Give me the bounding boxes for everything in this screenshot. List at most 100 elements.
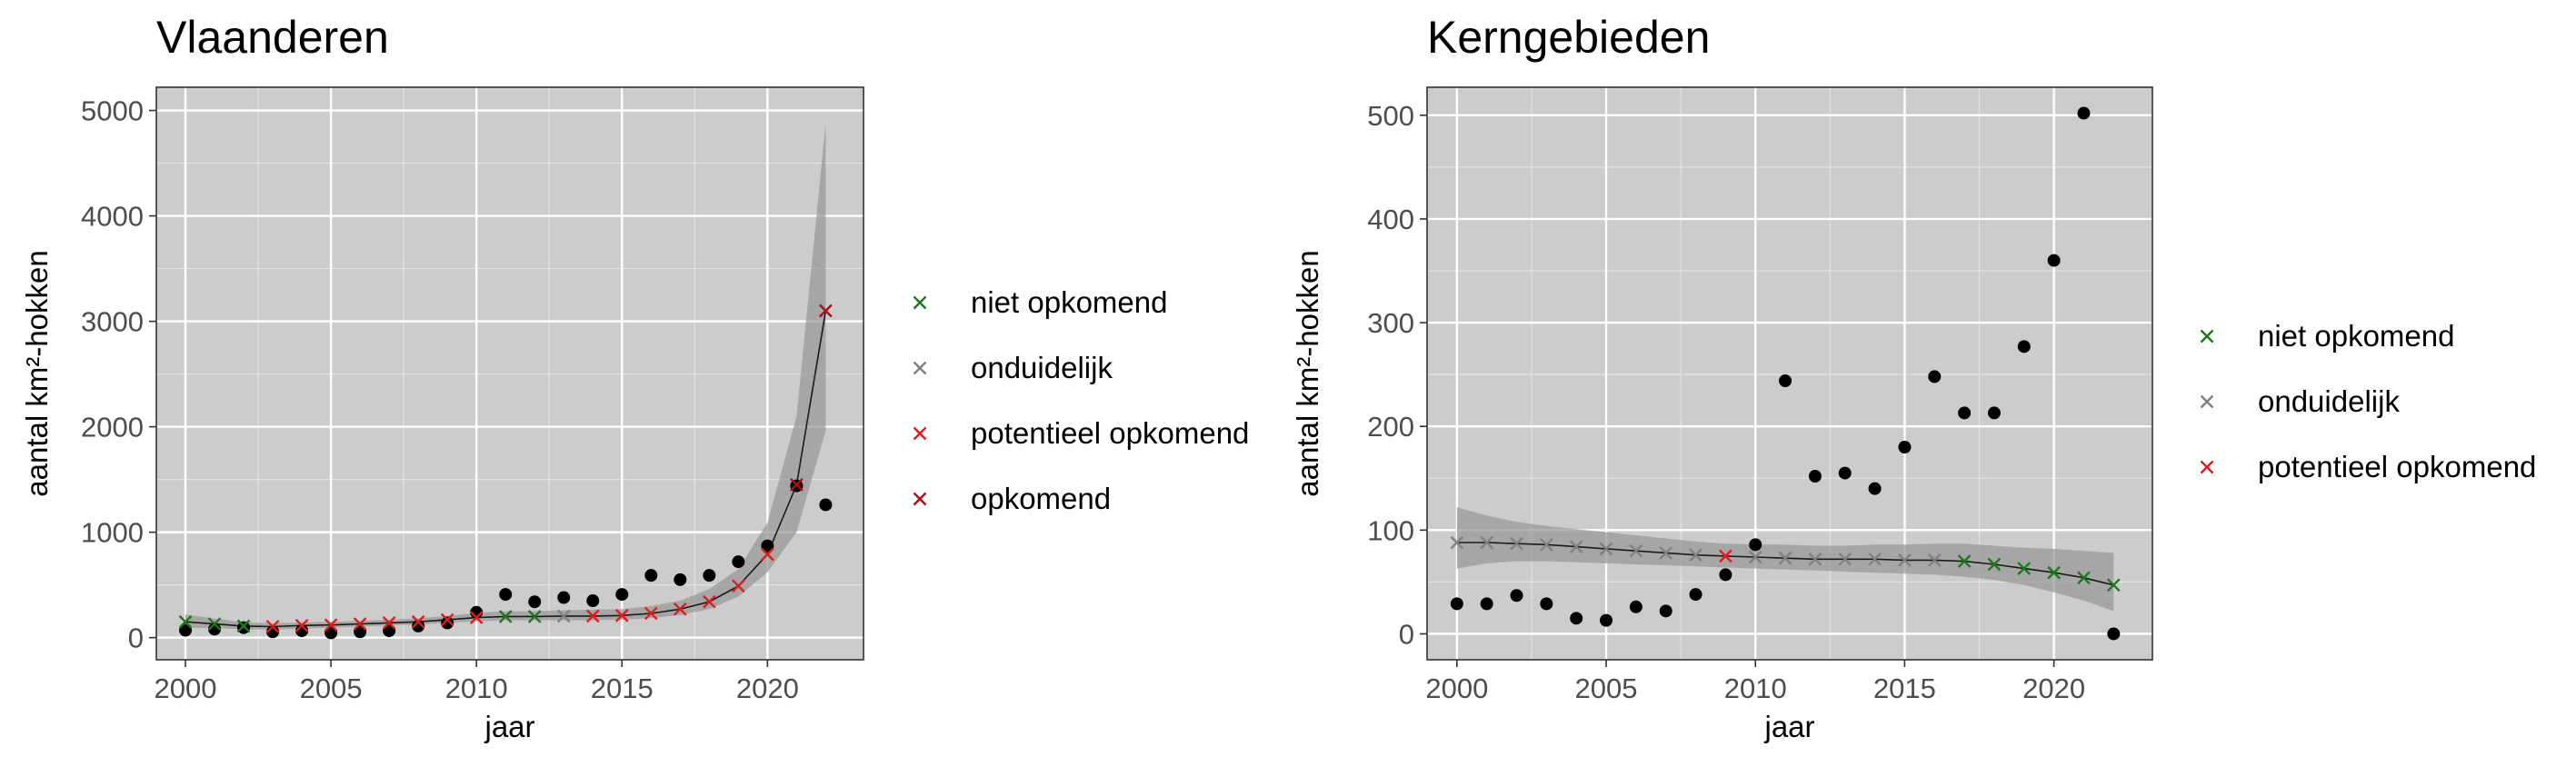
observed-point bbox=[1629, 600, 1642, 613]
x-axis-title: jaar bbox=[1763, 710, 1814, 743]
status-marker bbox=[1927, 553, 1942, 567]
y-tick-label: 3000 bbox=[81, 306, 144, 338]
status-marker bbox=[1689, 548, 1702, 563]
y-tick-label: 1000 bbox=[81, 517, 144, 549]
observed-point bbox=[586, 594, 600, 608]
status-marker bbox=[469, 611, 484, 624]
status-marker bbox=[1808, 552, 1822, 566]
observed-point bbox=[441, 616, 454, 630]
legend: niet opkomend onduidelijk potentieel opkom… bbox=[913, 285, 1249, 515]
observed-point bbox=[1958, 406, 1972, 420]
x-tick-label: 2015 bbox=[591, 672, 654, 704]
observed-point bbox=[237, 621, 251, 634]
status-marker bbox=[1957, 554, 1972, 568]
x-tick-label: 2010 bbox=[1724, 672, 1787, 704]
status-marker bbox=[2106, 578, 2121, 593]
status-marker bbox=[1778, 551, 1792, 565]
status-marker bbox=[2017, 562, 2032, 575]
legend-label: onduidelijk bbox=[2258, 384, 2400, 418]
y-axis-title: aantal km²-hokken bbox=[1291, 250, 1324, 496]
y-tick-label: 4000 bbox=[81, 201, 144, 233]
x-tick-label: 2005 bbox=[1575, 672, 1638, 704]
x-tick-label: 2020 bbox=[2022, 672, 2085, 704]
status-marker bbox=[673, 602, 687, 616]
observed-point bbox=[819, 498, 833, 512]
observed-point bbox=[674, 573, 687, 586]
legend-label: niet opkomend bbox=[2258, 319, 2454, 353]
status-marker bbox=[178, 614, 193, 629]
observed-point bbox=[1450, 597, 1463, 611]
y-tick-label: 200 bbox=[1367, 411, 1414, 443]
observed-point bbox=[703, 569, 716, 583]
observed-point bbox=[499, 588, 513, 602]
x-tick-label: 2020 bbox=[736, 672, 799, 704]
status-marker bbox=[382, 616, 396, 630]
status-marker bbox=[1540, 537, 1553, 552]
status-marker bbox=[760, 547, 774, 562]
status-marker bbox=[614, 608, 629, 623]
x-tick-label: 2010 bbox=[445, 672, 508, 704]
legend-marker bbox=[913, 426, 927, 441]
observed-point bbox=[2047, 254, 2061, 267]
observed-point bbox=[732, 555, 745, 569]
observed-point bbox=[1540, 597, 1553, 611]
y-tick-label: 2000 bbox=[81, 412, 144, 443]
status-marker bbox=[644, 606, 658, 621]
status-marker bbox=[1898, 553, 1912, 567]
observed-point bbox=[1779, 374, 1792, 387]
legend-marker bbox=[2200, 460, 2214, 474]
status-marker bbox=[1629, 543, 1643, 558]
status-marker bbox=[265, 620, 280, 633]
status-marker bbox=[207, 617, 222, 631]
observed-point bbox=[383, 624, 396, 638]
chart-panel-2: Kerngebieden 2000 2005 2010 2015 2020 0 100 200 3… bbox=[1291, 12, 2536, 743]
observed-point bbox=[1480, 597, 1493, 611]
legend-label: potentieel opkomend bbox=[971, 416, 1249, 450]
observed-point bbox=[1719, 568, 1732, 582]
observed-point bbox=[2077, 106, 2091, 120]
status-marker bbox=[1450, 535, 1464, 550]
observed-point bbox=[1898, 441, 1912, 454]
legend-marker bbox=[913, 492, 927, 506]
x-tick-label: 2000 bbox=[155, 672, 217, 704]
status-marker bbox=[1987, 557, 2002, 572]
chart-panel-1: Vlaanderen 2000 2005 2010 2015 2020 0 1000 2000 3… bbox=[20, 12, 1249, 743]
chart-title: Kerngebieden bbox=[1427, 12, 1710, 63]
y-tick-label: 5000 bbox=[81, 95, 144, 127]
observed-point bbox=[1868, 482, 1882, 495]
x-tick-label: 2005 bbox=[300, 672, 363, 704]
plot-border bbox=[155, 86, 864, 661]
legend-label: onduidelijk bbox=[971, 351, 1113, 384]
status-marker bbox=[440, 613, 454, 627]
observed-point bbox=[1689, 588, 1702, 602]
status-marker bbox=[2047, 565, 2061, 580]
observed-point bbox=[179, 623, 193, 637]
legend-label: potentieel opkomend bbox=[2258, 450, 2536, 483]
observed-point bbox=[528, 595, 542, 609]
status-marker bbox=[2077, 571, 2091, 585]
status-marker bbox=[731, 579, 745, 593]
status-marker bbox=[498, 610, 513, 623]
legend: niet opkomend onduidelijk potentieel opkom… bbox=[2200, 319, 2536, 483]
status-marker bbox=[1659, 546, 1673, 560]
y-tick-label: 100 bbox=[1367, 514, 1414, 546]
x-tick-label: 2000 bbox=[1425, 672, 1488, 704]
observed-point bbox=[2017, 340, 2031, 354]
y-tick-label: 0 bbox=[128, 623, 144, 654]
status-marker bbox=[353, 617, 367, 631]
observed-point bbox=[761, 539, 774, 553]
status-marker bbox=[295, 618, 309, 633]
status-marker bbox=[585, 609, 600, 623]
observed-point bbox=[1928, 370, 1942, 384]
observed-point bbox=[644, 569, 658, 583]
x-tick-label: 2015 bbox=[1873, 672, 1936, 704]
y-tick-label: 500 bbox=[1367, 100, 1414, 132]
y-tick-label: 0 bbox=[1399, 618, 1414, 650]
status-marker bbox=[1748, 550, 1762, 564]
status-marker bbox=[527, 610, 542, 623]
observed-point bbox=[1570, 612, 1583, 625]
plot-border bbox=[1426, 86, 2153, 661]
y-tick-label: 300 bbox=[1367, 307, 1414, 339]
